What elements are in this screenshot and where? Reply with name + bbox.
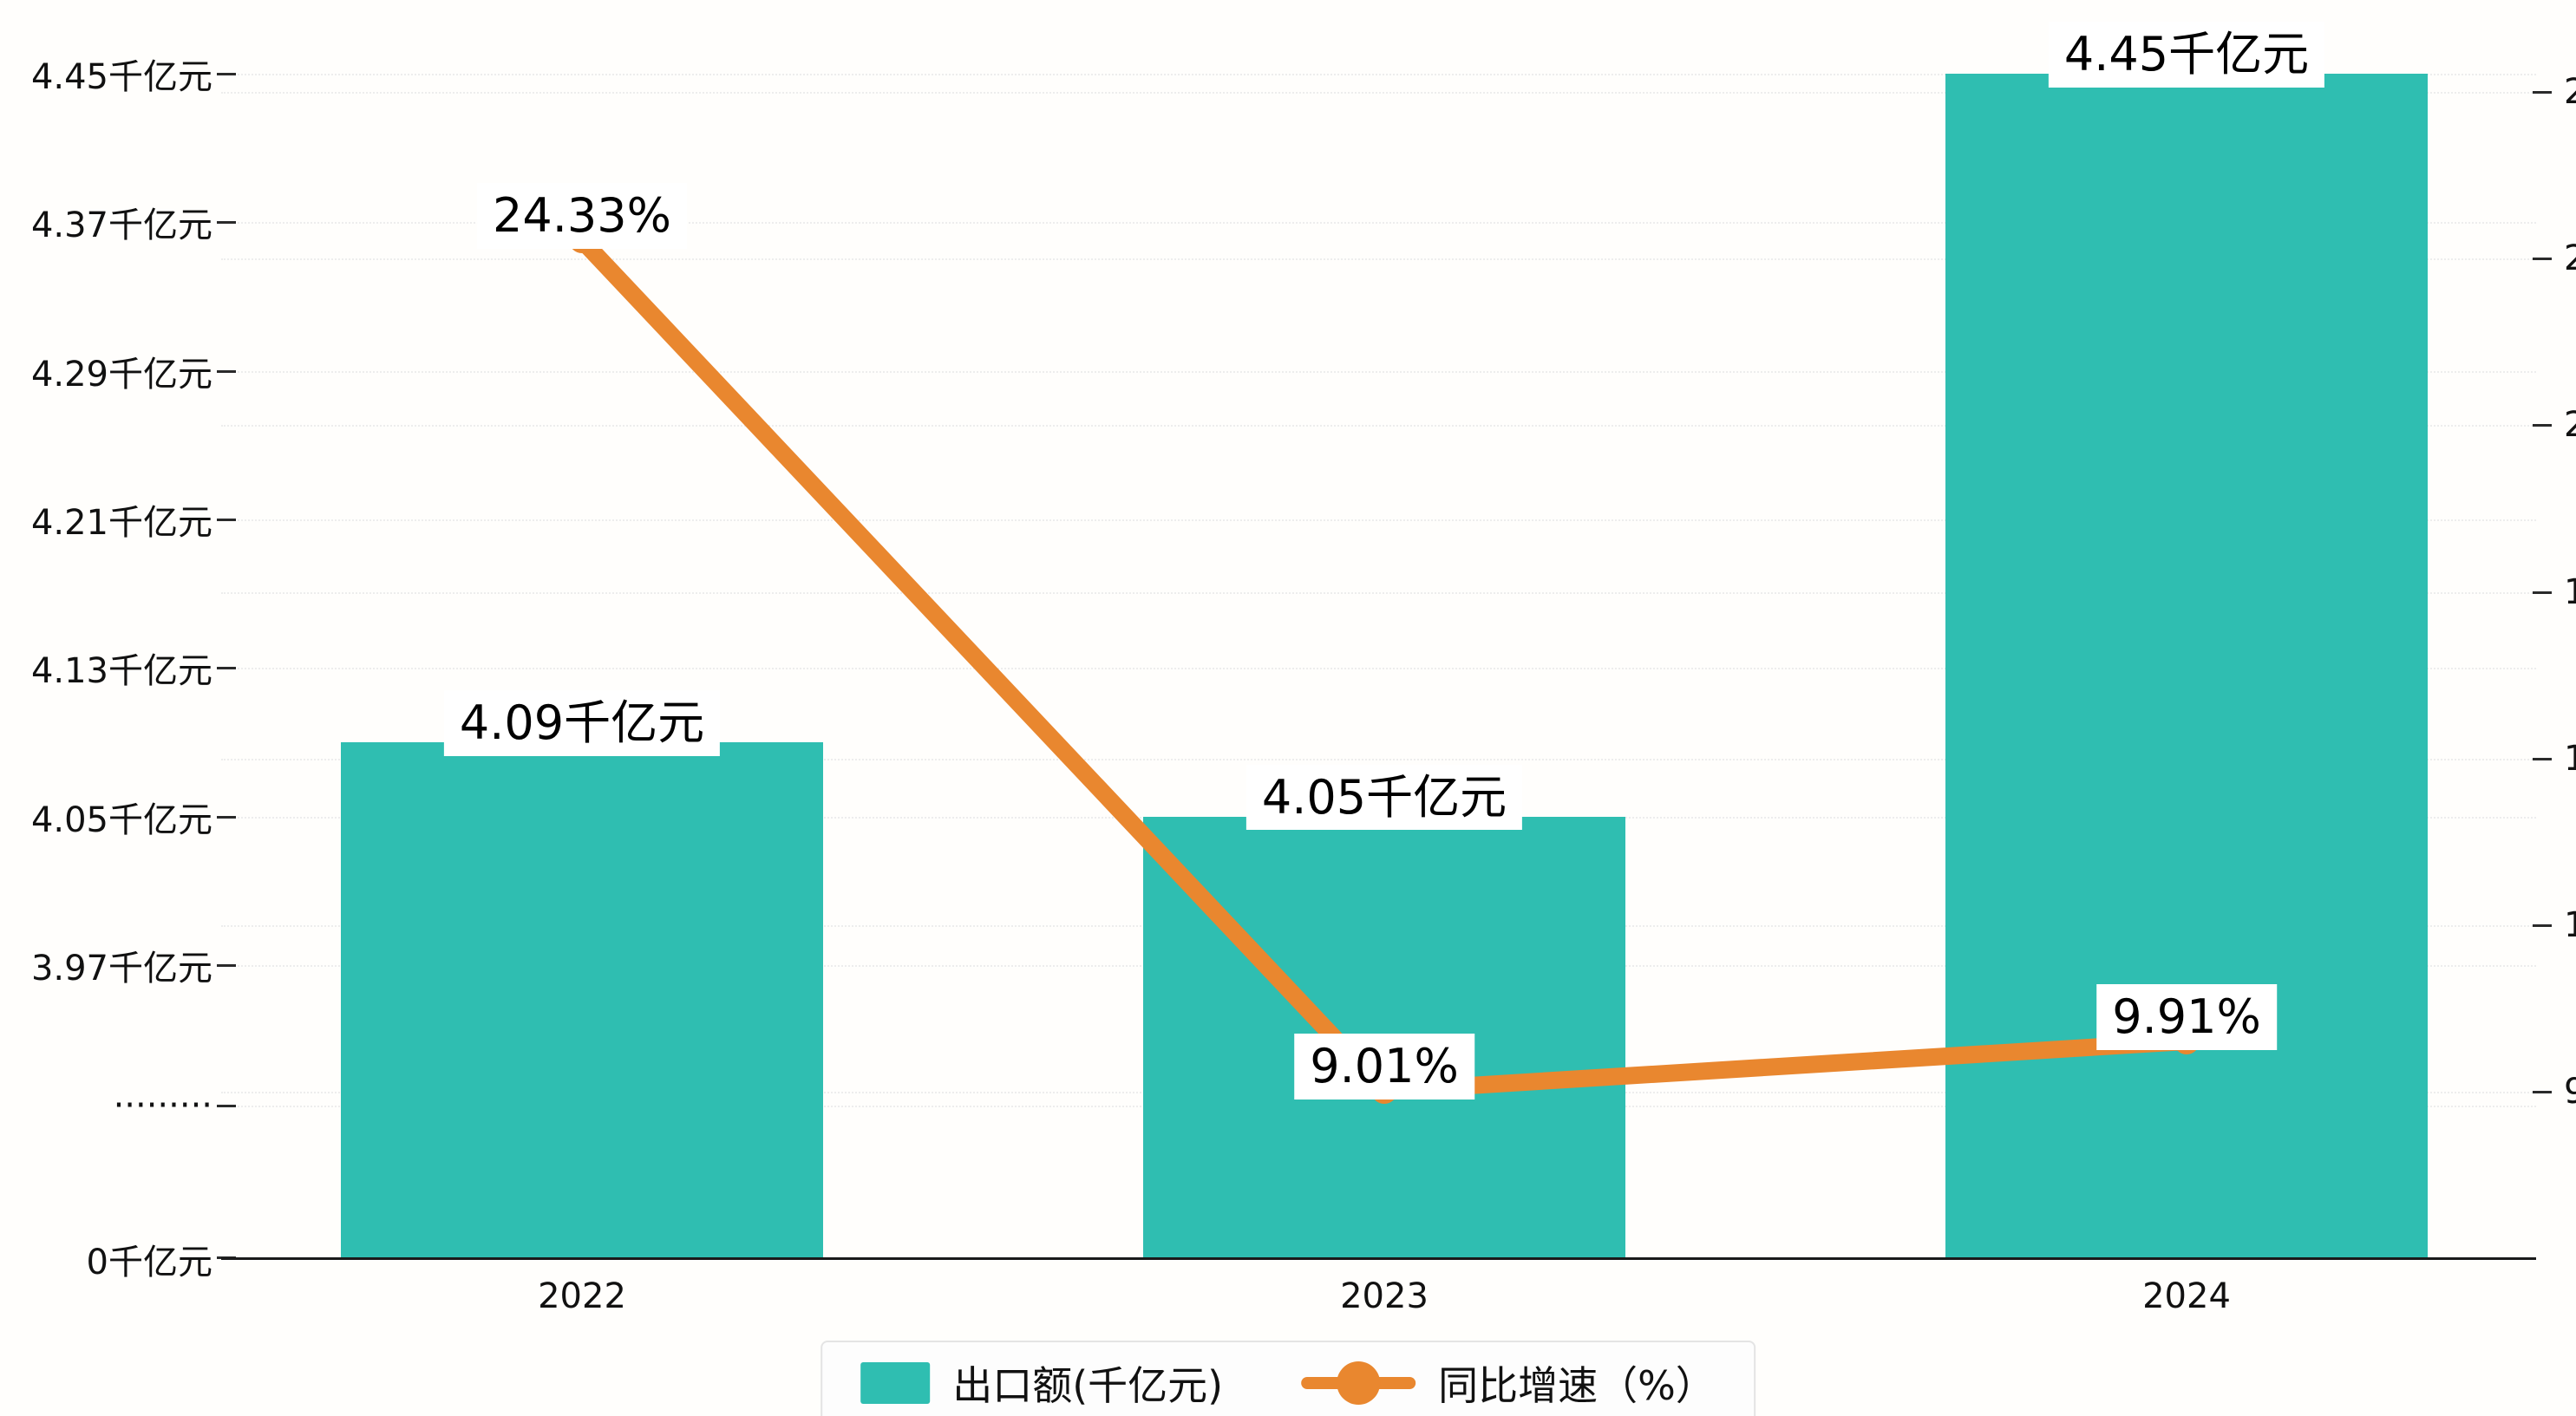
left-axis-tick-mark <box>217 667 236 670</box>
bar-swatch-icon <box>860 1362 931 1404</box>
growth-point <box>2174 1028 2200 1054</box>
left-axis-break-label: ········· <box>113 1086 212 1126</box>
legend-item-growth: 同比增速（%） <box>1301 1354 1716 1412</box>
right-axis-tick-label: 15 <box>2564 738 2576 779</box>
x-axis-tick-label: 2022 <box>538 1276 626 1316</box>
left-axis-tick-mark <box>217 519 236 521</box>
left-axis-tick-mark <box>217 221 236 225</box>
gridline <box>221 74 2536 75</box>
right-axis-tick-label: 9 <box>2564 1072 2576 1112</box>
left-axis-tick-mark <box>217 73 236 75</box>
right-axis-tick-mark <box>2533 258 2552 261</box>
growth-point <box>569 227 595 253</box>
right-axis-tick-label: 27 <box>2564 72 2576 112</box>
x-axis-tick-label: 2023 <box>1340 1276 1429 1316</box>
gridline <box>221 370 2536 373</box>
right-axis-tick-mark <box>2533 923 2552 927</box>
right-axis-tick-mark <box>2533 591 2552 594</box>
left-axis-tick-label: 4.21千亿元 <box>30 503 212 543</box>
left-axis-tick-mark <box>217 815 236 819</box>
left-axis-tick-label: 4.45千亿元 <box>30 57 212 97</box>
gridline <box>221 222 2536 225</box>
left-axis-tick-label: 3.97千亿元 <box>30 949 212 989</box>
gridline <box>221 92 2536 94</box>
export-bar <box>1945 74 2428 1257</box>
right-axis-tick-label: 24 <box>2564 238 2576 279</box>
left-axis-tick-label: 4.29千亿元 <box>30 354 212 395</box>
export-bar <box>341 742 823 1257</box>
left-axis-zero-label: 0千亿元 <box>86 1243 212 1282</box>
gridline <box>221 591 2536 594</box>
left-axis-tick-label: 4.05千亿元 <box>30 799 212 840</box>
right-axis-tick-label: 12 <box>2564 904 2576 945</box>
left-axis-tick-mark <box>217 964 236 967</box>
legend-label-growth: 同比增速（%） <box>1438 1362 1716 1409</box>
growth-point <box>1371 1078 1397 1104</box>
gridline <box>221 258 2536 261</box>
left-axis-break-tick-mark <box>217 1105 236 1107</box>
gridline <box>221 519 2536 521</box>
left-axis-tick-label: 4.37千亿元 <box>30 206 212 246</box>
right-axis-tick-mark <box>2533 1091 2552 1093</box>
left-axis-tick-mark <box>217 369 236 373</box>
x-axis-tick-label: 2024 <box>2142 1276 2231 1316</box>
line-dot-icon <box>1301 1361 1416 1405</box>
right-axis-tick-mark <box>2533 91 2552 94</box>
right-axis-tick-mark <box>2533 424 2552 427</box>
right-axis-tick-label: 18 <box>2564 571 2576 612</box>
right-axis-tick-label: 21 <box>2564 405 2576 446</box>
legend: 出口额(千亿元) 同比增速（%） <box>821 1341 1755 1416</box>
growth-line-path <box>573 232 2195 1100</box>
left-axis-tick-label: 4.13千亿元 <box>30 651 212 692</box>
x-axis-line <box>221 1257 2536 1260</box>
right-axis-tick-mark <box>2533 757 2552 760</box>
legend-label-export: 出口额(千亿元) <box>952 1362 1224 1409</box>
legend-item-export: 出口额(千亿元) <box>860 1354 1223 1412</box>
gridline <box>221 425 2536 427</box>
gridline <box>221 668 2536 670</box>
gridline <box>221 758 2536 760</box>
